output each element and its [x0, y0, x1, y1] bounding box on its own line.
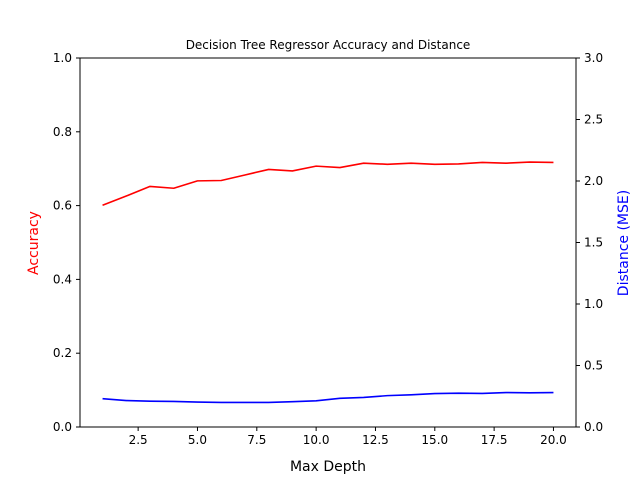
x-tick-label: 7.5 — [247, 433, 266, 447]
left-y-tick-label: 0.0 — [53, 420, 72, 434]
right-y-axis-ticks: 0.0 0.5 1.0 1.5 2.0 2.5 3.0 — [576, 51, 603, 434]
x-tick-label: 5.0 — [188, 433, 207, 447]
right-y-tick-label: 0.0 — [584, 420, 603, 434]
left-y-tick-label: 0.2 — [53, 346, 72, 360]
x-tick-label: 15.0 — [421, 433, 448, 447]
right-y-tick-label: 1.0 — [584, 297, 603, 311]
x-axis-label: Max Depth — [290, 459, 366, 475]
x-tick-label: 17.5 — [481, 433, 508, 447]
x-tick-label: 2.5 — [129, 433, 148, 447]
x-tick-label: 20.0 — [540, 433, 567, 447]
right-y-tick-label: 2.5 — [584, 113, 603, 127]
plot-border — [79, 57, 577, 428]
right-y-tick-label: 3.0 — [584, 51, 603, 65]
right-y-tick-label: 2.0 — [584, 174, 603, 188]
x-axis-ticks: 2.5 5.0 7.5 10.0 12.5 15.0 17.5 20.0 — [129, 427, 567, 447]
left-y-axis-ticks: 0.0 0.2 0.4 0.6 0.8 1.0 — [53, 51, 80, 434]
right-y-tick-label: 0.5 — [584, 359, 603, 373]
accuracy-line — [102, 161, 554, 206]
distance-mse-line — [102, 391, 554, 404]
right-y-axis-label: Distance (MSE) — [616, 190, 632, 296]
left-y-axis-label: Accuracy — [26, 211, 42, 275]
left-y-tick-label: 0.6 — [53, 199, 72, 213]
left-y-tick-label: 1.0 — [53, 51, 72, 65]
chart-title: Decision Tree Regressor Accuracy and Dis… — [186, 38, 471, 52]
x-tick-label: 12.5 — [362, 433, 389, 447]
left-y-tick-label: 0.4 — [53, 272, 72, 286]
left-y-tick-label: 0.8 — [53, 125, 72, 139]
plot-area — [79, 57, 577, 428]
x-tick-label: 10.0 — [303, 433, 330, 447]
series-lines — [102, 161, 554, 404]
right-y-tick-label: 1.5 — [584, 236, 603, 250]
